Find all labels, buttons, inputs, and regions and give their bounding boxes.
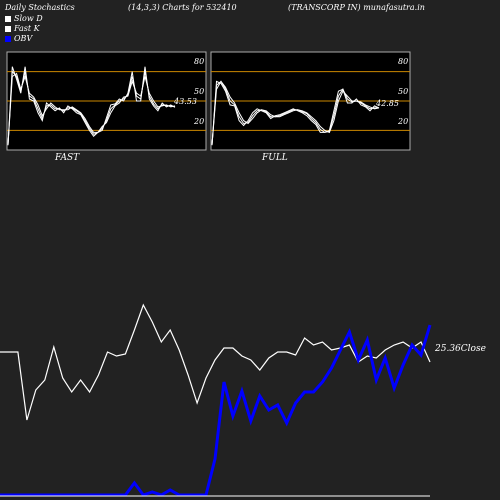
chart-title: Daily Stochastics xyxy=(5,3,75,12)
fast-panel-label: FAST xyxy=(54,153,80,163)
full-last-value: 42.85 xyxy=(375,99,399,108)
full-tick-50: 50 xyxy=(398,87,408,96)
legend-swatch-slow-d xyxy=(5,15,11,22)
fast-tick-80: 80 xyxy=(194,57,204,66)
fast-lines xyxy=(7,66,176,146)
fast-grid xyxy=(7,71,206,131)
full-lines xyxy=(211,80,380,146)
full-panel-label: FULL xyxy=(261,153,288,163)
legend-label-slow-d: Slow D xyxy=(14,14,43,23)
full-series-2 xyxy=(211,80,380,146)
full-grid xyxy=(211,71,410,131)
chart-source: (TRANSCORP IN) munafasutra.in xyxy=(288,3,425,12)
close-label: 25.36Close xyxy=(434,344,486,354)
fast-tick-20: 20 xyxy=(193,117,204,126)
close-price-line xyxy=(0,303,431,421)
full-tick-80: 80 xyxy=(398,57,408,66)
fast-panel: 80 50 20 43.53 FAST xyxy=(6,51,207,163)
full-panel: 80 50 20 42.85 FULL xyxy=(210,51,411,163)
fast-series-2 xyxy=(7,72,176,146)
legend-slow-d: Slow D xyxy=(5,14,43,23)
obv-line xyxy=(0,324,432,497)
fast-tick-50: 50 xyxy=(194,87,204,96)
legend-label-obv: OBV xyxy=(14,34,33,43)
full-tick-20: 20 xyxy=(397,117,408,126)
legend-obv: OBV xyxy=(5,34,32,43)
legend-swatch-obv xyxy=(5,35,11,42)
fast-last-value: 43.53 xyxy=(173,97,197,106)
legend-swatch-fast-k xyxy=(5,25,11,32)
chart-params: (14,3,3) Charts for 532410 xyxy=(128,3,237,12)
price-obv-area xyxy=(0,303,432,497)
legend-fast-k: Fast K xyxy=(5,24,40,33)
legend-label-fast-k: Fast K xyxy=(14,24,40,33)
